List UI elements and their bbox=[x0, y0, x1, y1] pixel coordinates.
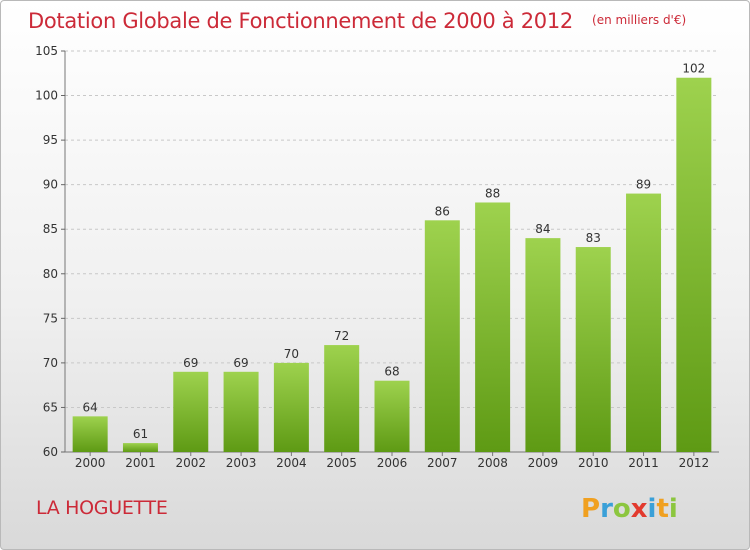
bar-2001 bbox=[122, 443, 158, 452]
x-tick-label-2012: 2012 bbox=[679, 456, 710, 470]
x-tick-label-2001: 2001 bbox=[125, 456, 156, 470]
data-label-2007: 86 bbox=[435, 204, 450, 218]
commune-name: LA HOGUETTE bbox=[36, 497, 168, 519]
x-tick-label-2002: 2002 bbox=[175, 456, 206, 470]
y-tick-label: 65 bbox=[43, 400, 58, 414]
chart-subtitle: (en milliers d'€) bbox=[592, 13, 687, 27]
x-tick-label-2000: 2000 bbox=[75, 456, 106, 470]
bar-2009 bbox=[525, 238, 561, 452]
y-tick-labels: 60 65 70 75 80 85 90 95 100 105 bbox=[35, 44, 65, 459]
data-label-2009: 84 bbox=[535, 222, 550, 236]
title-row: Dotation Globale de Fonctionnement de 20… bbox=[28, 9, 686, 33]
data-label-2008: 88 bbox=[485, 186, 500, 200]
data-labels: 64 61 69 69 70 72 68 86 88 84 83 89 102 bbox=[83, 62, 706, 441]
y-tick-label: 85 bbox=[43, 222, 58, 236]
bars bbox=[72, 77, 712, 453]
data-label-2011: 89 bbox=[636, 178, 651, 192]
bar-2011 bbox=[626, 193, 662, 453]
x-tick-label-2004: 2004 bbox=[276, 456, 307, 470]
data-label-2002: 69 bbox=[183, 356, 198, 370]
y-tick-label: 75 bbox=[43, 311, 58, 325]
data-label-2005: 72 bbox=[334, 329, 349, 343]
svg-text:Proxiti: Proxiti bbox=[581, 494, 678, 524]
data-label-2004: 70 bbox=[284, 347, 299, 361]
data-label-2006: 68 bbox=[384, 365, 399, 379]
bar-2010 bbox=[575, 247, 611, 452]
y-tick-label: 70 bbox=[43, 356, 58, 370]
bar-2003 bbox=[223, 371, 259, 452]
x-tick-label-2008: 2008 bbox=[477, 456, 508, 470]
y-tick-label: 80 bbox=[43, 267, 58, 281]
data-label-2010: 83 bbox=[586, 231, 601, 245]
x-tick-label-2006: 2006 bbox=[377, 456, 408, 470]
proxiti-logo: Proxiti bbox=[581, 494, 678, 524]
data-label-2012: 102 bbox=[682, 62, 705, 76]
data-label-2001: 61 bbox=[133, 427, 148, 441]
bar-2005 bbox=[324, 345, 360, 452]
bar-2000 bbox=[72, 416, 108, 452]
y-tick-label: 95 bbox=[43, 133, 58, 147]
x-tick-labels: 2000 2001 2002 2003 2004 2005 2006 2007 2008 2009… bbox=[75, 452, 709, 470]
bar-2002 bbox=[173, 371, 209, 452]
x-tick-label-2003: 2003 bbox=[226, 456, 257, 470]
data-label-2000: 64 bbox=[83, 400, 98, 414]
x-tick-label-2010: 2010 bbox=[578, 456, 609, 470]
x-tick-label-2005: 2005 bbox=[326, 456, 357, 470]
x-tick-label-2009: 2009 bbox=[528, 456, 559, 470]
y-tick-label: 100 bbox=[35, 89, 58, 103]
x-tick-label-2007: 2007 bbox=[427, 456, 458, 470]
bar-2012 bbox=[676, 77, 712, 452]
x-tick-label-2011: 2011 bbox=[628, 456, 659, 470]
y-tick-label: 60 bbox=[43, 445, 58, 459]
bar-2004 bbox=[273, 362, 309, 452]
bar-2007 bbox=[424, 220, 460, 452]
y-tick-label: 105 bbox=[35, 44, 58, 58]
y-tick-label: 90 bbox=[43, 178, 58, 192]
chart-title: Dotation Globale de Fonctionnement de 20… bbox=[28, 9, 573, 33]
data-label-2003: 69 bbox=[233, 356, 248, 370]
bar-2008 bbox=[475, 202, 511, 452]
bar-2006 bbox=[374, 380, 410, 452]
